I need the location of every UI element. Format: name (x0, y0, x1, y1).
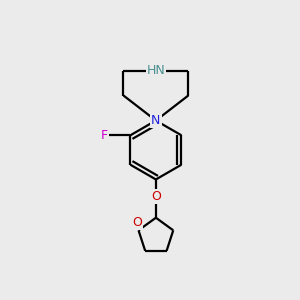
Text: F: F (100, 129, 108, 142)
Text: HN: HN (146, 64, 165, 77)
Text: O: O (132, 216, 142, 229)
Text: N: N (151, 114, 160, 127)
Text: O: O (151, 190, 161, 203)
